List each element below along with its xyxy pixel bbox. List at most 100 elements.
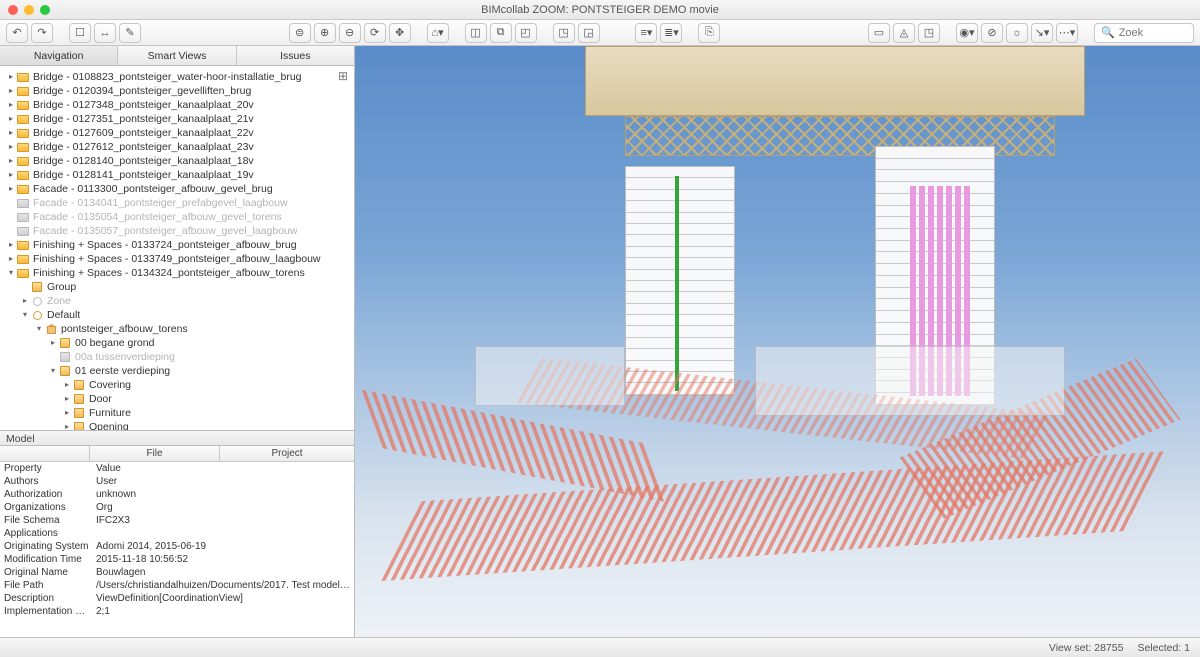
tag-button[interactable]: ↘▾ [1031,23,1053,43]
disclosure-arrow-icon[interactable]: ▸ [6,140,16,154]
home-button[interactable]: ⌂▾ [427,23,449,43]
maximize-icon[interactable] [40,5,50,15]
list-button[interactable]: ≣▾ [660,23,682,43]
disclosure-arrow-icon[interactable]: ▸ [6,98,16,112]
measure-button[interactable]: ↔ [94,23,116,43]
tree-item[interactable]: ▸Bridge - 0108823_pontsteiger_water-hoor… [2,70,352,84]
disclosure-arrow-icon[interactable]: ▸ [62,392,72,406]
disclosure-arrow-icon[interactable]: ▸ [48,336,58,350]
disclosure-arrow-icon[interactable]: ▸ [62,378,72,392]
disclosure-arrow-icon[interactable]: ▸ [20,294,30,308]
disclosure-arrow-icon[interactable]: ▸ [6,112,16,126]
hide-button[interactable]: ⊘ [981,23,1003,43]
tree-options-icon[interactable]: ⊞ [338,69,348,83]
show-button[interactable]: ◉▾ [956,23,978,43]
view-clip-button[interactable]: ◰ [515,23,537,43]
view-persp-button[interactable]: ◫ [465,23,487,43]
orbit-button[interactable]: ⟳ [364,23,386,43]
property-row[interactable]: OrganizationsOrg [0,501,354,514]
property-row[interactable]: DescriptionViewDefinition[CoordinationVi… [0,592,354,605]
tree-panel[interactable]: ⊞ ▸Bridge - 0108823_pontsteiger_water-ho… [0,66,354,430]
disclosure-arrow-icon[interactable]: ▸ [6,126,16,140]
tree-item[interactable]: Facade - 0134041_pontsteiger_prefabgevel… [2,196,352,210]
col-file[interactable]: File [90,446,220,461]
isolate-button[interactable]: ☼ [1006,23,1028,43]
tree-item[interactable]: Group [2,280,352,294]
tab-issues[interactable]: Issues [237,46,354,65]
tree-item[interactable]: ▸Opening [2,420,352,430]
tree-item[interactable]: ▸Covering [2,378,352,392]
zoom-out-button[interactable]: ⊖ [339,23,361,43]
more-button[interactable]: ⋯▾ [1056,23,1078,43]
tab-smart-views[interactable]: Smart Views [118,46,236,65]
disclosure-arrow-icon[interactable]: ▸ [62,406,72,420]
zoom-in-button[interactable]: ⊕ [314,23,336,43]
disclosure-arrow-icon[interactable]: ▾ [48,364,58,378]
property-table[interactable]: PropertyValueAuthorsUserAuthorizationunk… [0,462,354,637]
select-rect-button[interactable]: ▭ [868,23,890,43]
cut-button[interactable]: ✎ [119,23,141,43]
cube-button[interactable]: ◳ [553,23,575,43]
tree-item[interactable]: ▾Default [2,308,352,322]
tree-item[interactable]: ▸Bridge - 0128141_pontsteiger_kanaalplaa… [2,168,352,182]
property-row[interactable]: Modification Time2015-11-18 10:56:52 [0,553,354,566]
disclosure-arrow-icon[interactable]: ▸ [6,182,16,196]
property-row[interactable]: Authorizationunknown [0,488,354,501]
tree-item[interactable]: ▸Finishing + Spaces - 0133749_pontsteige… [2,252,352,266]
minimize-icon[interactable] [24,5,34,15]
disclosure-arrow-icon[interactable]: ▾ [20,308,30,322]
disclosure-arrow-icon[interactable]: ▸ [6,84,16,98]
close-icon[interactable] [8,5,18,15]
tab-navigation[interactable]: Navigation [0,46,118,65]
tree-item[interactable]: ▸Door [2,392,352,406]
property-row[interactable]: AuthorsUser [0,475,354,488]
tree-item[interactable]: ▸Bridge - 0120394_pontsteiger_gevellifte… [2,84,352,98]
tree-item[interactable]: ▸Bridge - 0127612_pontsteiger_kanaalplaa… [2,140,352,154]
tree-item[interactable]: ▸Bridge - 0127351_pontsteiger_kanaalplaa… [2,112,352,126]
redo-button[interactable]: ↷ [31,23,53,43]
tree-item[interactable]: ▸Zone [2,294,352,308]
tree-item[interactable]: ▸Bridge - 0127609_pontsteiger_kanaalplaa… [2,126,352,140]
disclosure-arrow-icon[interactable]: ▸ [6,252,16,266]
tree-item[interactable]: ▸00 begane grond [2,336,352,350]
pan-button[interactable]: ✥ [389,23,411,43]
property-row[interactable]: Implementation Level2;1 [0,605,354,618]
export-button[interactable]: ⎘ [698,23,720,43]
tree-item[interactable]: Facade - 0135057_pontsteiger_afbouw_geve… [2,224,352,238]
undo-button[interactable]: ↶ [6,23,28,43]
tree-item[interactable]: ▾pontsteiger_afbouw_torens [2,322,352,336]
property-row[interactable]: File SchemaIFC2X3 [0,514,354,527]
cursor-button[interactable]: ☐ [69,23,91,43]
search-input[interactable] [1119,27,1189,39]
disclosure-arrow-icon[interactable]: ▾ [6,266,16,280]
property-row[interactable]: PropertyValue [0,462,354,475]
tree-item[interactable]: ▸Bridge - 0128140_pontsteiger_kanaalplaa… [2,154,352,168]
tree-item[interactable]: ▾01 eerste verdieping [2,364,352,378]
property-row[interactable]: Originating SystemAdomi 2014, 2015-06-19 [0,540,354,553]
align-button[interactable]: ≡▾ [635,23,657,43]
tree-item[interactable]: 00a tussenverdieping [2,350,352,364]
disclosure-arrow-icon[interactable]: ▸ [62,420,72,430]
search-box[interactable]: 🔍 [1094,23,1194,43]
disclosure-arrow-icon[interactable]: ▸ [6,168,16,182]
zoom-fit-button[interactable]: ⊜ [289,23,311,43]
disclosure-arrow-icon[interactable]: ▾ [34,322,44,336]
select-lasso-button[interactable]: ◬ [893,23,915,43]
property-row[interactable]: Applications [0,527,354,540]
tree-item[interactable]: ▸Bridge - 0127348_pontsteiger_kanaalplaa… [2,98,352,112]
disclosure-arrow-icon[interactable]: ▸ [6,154,16,168]
tree-item[interactable]: Facade - 0135054_pontsteiger_afbouw_geve… [2,210,352,224]
property-row[interactable]: Original NameBouwlagen [0,566,354,579]
tree-item[interactable]: ▸Finishing + Spaces - 0133724_pontsteige… [2,238,352,252]
viewport-3d[interactable] [355,46,1200,637]
view-section-button[interactable]: ⧉ [490,23,512,43]
tree-item[interactable]: ▸Furniture [2,406,352,420]
col-project[interactable]: Project [220,446,354,461]
disclosure-arrow-icon[interactable]: ▸ [6,238,16,252]
property-row[interactable]: File Path/Users/christiandalhuizen/Docum… [0,579,354,592]
select-element-button[interactable]: ◳ [918,23,940,43]
disclosure-arrow-icon[interactable]: ▸ [6,70,16,84]
tree-item[interactable]: ▾Finishing + Spaces - 0134324_pontsteige… [2,266,352,280]
cube-iso-button[interactable]: ◲ [578,23,600,43]
tree-item[interactable]: ▸Facade - 0113300_pontsteiger_afbouw_gev… [2,182,352,196]
